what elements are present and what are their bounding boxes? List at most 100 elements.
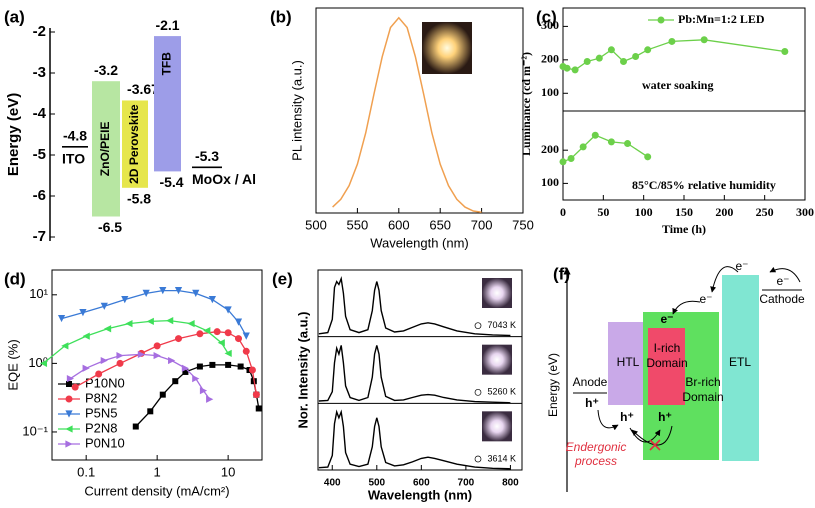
marker	[159, 287, 167, 295]
marker	[224, 329, 232, 337]
marker	[607, 46, 615, 54]
x-tick-label: 10	[221, 464, 235, 479]
y-axis-label: EQE (%)	[5, 339, 20, 390]
marker	[174, 287, 183, 295]
marker	[66, 374, 75, 383]
line	[332, 16, 482, 213]
x-tick-label: 550	[347, 217, 369, 232]
x-tick-label: 50	[597, 205, 609, 219]
marker	[100, 302, 108, 310]
panel-label: (e)	[272, 269, 293, 288]
marker	[242, 332, 250, 340]
marker	[571, 66, 579, 74]
hole: h⁺	[658, 410, 672, 424]
level-value: -6.5	[98, 219, 122, 235]
marker	[175, 335, 183, 343]
band-name: ZnO/PEIE	[98, 122, 112, 177]
x-tick-label: 650	[429, 217, 451, 232]
marker	[567, 154, 575, 162]
x-tick-label: 700	[458, 478, 475, 489]
hole: h⁺	[620, 410, 634, 424]
marker	[65, 395, 73, 403]
plot-frame	[317, 269, 523, 471]
marker	[196, 330, 204, 338]
marker	[116, 351, 124, 360]
marker	[71, 383, 79, 391]
level-value: -3.67	[127, 81, 159, 97]
level-name: MoOx / Al	[192, 171, 256, 187]
inset-photo	[482, 344, 512, 375]
marker	[234, 318, 243, 326]
marker	[668, 37, 676, 45]
marker	[65, 410, 73, 418]
marker	[217, 339, 225, 347]
x-tick-label: 400	[324, 478, 341, 489]
marker	[559, 158, 567, 166]
htl-layer	[608, 322, 648, 405]
marker	[591, 131, 599, 139]
marker	[125, 320, 133, 328]
inset-photo	[482, 411, 512, 442]
line	[318, 345, 511, 404]
icon	[474, 388, 482, 396]
x-tick-label: 0.1	[77, 464, 95, 479]
line	[318, 409, 511, 470]
marker	[146, 317, 154, 325]
plot-frame	[562, 7, 806, 201]
panel-f: (f) Energy (eV) HTL I-rich Domain Br-ric…	[546, 259, 805, 492]
marker	[172, 378, 179, 385]
annotation: water soaking	[642, 78, 713, 92]
energy-band	[92, 81, 120, 217]
legend-label: P2N8	[85, 420, 118, 435]
marker	[196, 363, 203, 370]
marker	[700, 36, 708, 44]
marker	[237, 363, 244, 370]
x-tick-label: 1	[154, 464, 161, 479]
marker	[192, 374, 200, 383]
legend-label: P0N10	[85, 435, 125, 450]
icon	[474, 455, 482, 463]
y-tick-label: -6	[33, 187, 46, 204]
marker	[61, 342, 69, 350]
band-name: 2D Perovskite	[127, 104, 141, 184]
y-axis-label: Energy (eV)	[5, 93, 22, 176]
inset-photo	[482, 278, 512, 308]
marker	[620, 58, 627, 66]
x-tick-label: 500	[305, 217, 327, 232]
y-tick-label: -7	[33, 228, 46, 245]
x-tick-label: 800	[502, 478, 519, 489]
marker	[248, 366, 256, 374]
marker	[147, 408, 154, 415]
marker	[225, 361, 232, 368]
level-name: ITO	[62, 151, 85, 167]
marker	[79, 309, 87, 317]
x-axis-label: Wavelength (nm)	[368, 487, 472, 502]
x-tick-label: 300	[796, 205, 814, 219]
y-axis-label: Nor. Intensity (a.u.)	[295, 311, 310, 428]
marker	[153, 342, 161, 350]
marker	[209, 361, 216, 368]
marker	[208, 296, 216, 304]
marker	[39, 359, 48, 367]
marker	[182, 368, 189, 375]
x-axis-label: Current density (mA/cm²)	[84, 483, 229, 498]
marker	[607, 138, 615, 146]
y-axis-label: PL intensity (a.u.)	[289, 60, 304, 161]
x-axis-label: Wavelength (nm)	[370, 235, 469, 250]
legend-label: P10N0	[85, 375, 125, 390]
x-tick-label: 750	[512, 217, 534, 232]
marker	[159, 391, 166, 398]
axis-label: Energy (eV)	[546, 353, 560, 417]
x-tick-label: 150	[675, 205, 693, 219]
layer-label: HTL	[617, 355, 640, 369]
legend-label: P5N5	[85, 405, 118, 420]
layer-label: Br-rich	[685, 375, 720, 389]
x-tick-label: 700	[471, 217, 493, 232]
legend-label: P8N2	[85, 390, 118, 405]
layer-label: ETL	[729, 355, 751, 369]
marker	[206, 395, 214, 403]
y-axis-label: Luminance (cd m⁻²)	[519, 52, 533, 156]
marker	[632, 52, 640, 60]
hole: h⁺	[585, 396, 599, 410]
marker	[224, 306, 232, 314]
